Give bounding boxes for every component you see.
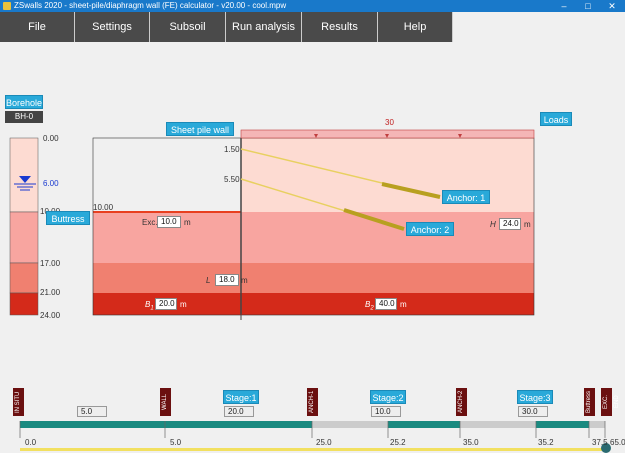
- water-depth-label: 6.00: [43, 179, 59, 188]
- B1-unit: m: [180, 300, 187, 309]
- timeline-tick: 25.2: [390, 438, 406, 447]
- borehole-layer-1: [9, 137, 39, 213]
- B2-unit: m: [400, 300, 407, 309]
- timeline-tag-buttress[interactable]: Buttress: [584, 388, 595, 416]
- borehole-layer-4: [9, 292, 39, 316]
- exc-label: Exc.: [142, 218, 158, 227]
- B2-label: B2: [365, 300, 374, 312]
- soil-right-layer-2: [241, 212, 534, 263]
- load-value: 30: [385, 118, 394, 127]
- loads-button[interactable]: Loads: [540, 112, 572, 126]
- anchor-1-button[interactable]: Anchor: 1: [442, 190, 490, 204]
- soil-right-layer-3: [241, 263, 534, 293]
- anchor-1[interactable]: [240, 148, 441, 199]
- surface-load[interactable]: [240, 129, 535, 139]
- model-canvas: [9, 129, 535, 320]
- stage-2-button[interactable]: Stage:2: [370, 390, 406, 404]
- menu-settings[interactable]: Settings: [75, 12, 150, 42]
- borehole-button[interactable]: Borehole: [5, 95, 43, 109]
- timeline-tick: 35.0: [463, 438, 479, 447]
- depth-label: 21.00: [40, 288, 61, 297]
- exc-unit: m: [184, 218, 191, 227]
- borehole-layer-3: [9, 262, 39, 294]
- water-level-icon: [14, 176, 36, 191]
- anchor-2-level: 5.50: [224, 175, 240, 184]
- menu-results[interactable]: Results: [302, 12, 378, 42]
- app-icon: [3, 2, 11, 10]
- stage-duration-input[interactable]: 5.0: [77, 406, 107, 417]
- timeline-tick: 0.0: [25, 438, 37, 447]
- soil-right-layer-1: [241, 138, 534, 212]
- left-ground-level: 10.00: [93, 203, 114, 212]
- timeline-tag-in-situ[interactable]: IN SITU: [13, 388, 24, 416]
- close-button[interactable]: ✕: [608, 1, 616, 11]
- L-input[interactable]: 18.0: [215, 274, 239, 286]
- anchor-1-level: 1.50: [224, 145, 240, 154]
- H-unit: m: [524, 220, 531, 229]
- timeline-tag-exc-end[interactable]: EXC. END: [601, 388, 620, 416]
- timeline-tag-wall[interactable]: WALL: [160, 388, 171, 416]
- stage-duration-input[interactable]: 10.0: [371, 406, 401, 417]
- minimize-button[interactable]: –: [561, 1, 567, 11]
- menu-bar: File Settings Subsoil Run analysis Resul…: [0, 12, 625, 42]
- menu-run-analysis[interactable]: Run analysis: [226, 12, 302, 42]
- menu-help[interactable]: Help: [378, 12, 453, 42]
- timeline-tick: 37.5: [592, 438, 608, 447]
- timeline-tick: 35.2: [538, 438, 554, 447]
- H-input[interactable]: 24.0: [499, 218, 521, 230]
- anchor-2[interactable]: [240, 178, 405, 231]
- stage-duration-input[interactable]: 20.0: [224, 406, 254, 417]
- buttress-button[interactable]: Buttress: [46, 211, 90, 225]
- B1-label: B1: [145, 300, 154, 312]
- L-label: L: [206, 276, 211, 285]
- L-unit: m: [241, 276, 248, 285]
- sheet-pile-wall-button[interactable]: Sheet pile wall: [166, 122, 234, 136]
- borehole-layer-2: [9, 211, 39, 264]
- timeline-tick: 5.0: [170, 438, 182, 447]
- depth-label: 17.00: [40, 259, 61, 268]
- timeline-track[interactable]: [0, 418, 625, 453]
- progress-line: [20, 448, 610, 451]
- B1-input[interactable]: 20.0: [155, 298, 177, 310]
- stage-1-button[interactable]: Stage:1: [223, 390, 259, 404]
- timeline-tag-anch-1[interactable]: ANCH-1: [307, 388, 318, 416]
- maximize-button[interactable]: □: [585, 1, 591, 11]
- anchor-2-button[interactable]: Anchor: 2: [406, 222, 454, 236]
- window-title: ZSwalls 2020 - sheet-pile/diaphragm wall…: [14, 1, 287, 10]
- exc-input[interactable]: 10.0: [157, 216, 181, 228]
- H-label: H: [490, 220, 496, 229]
- stage-duration-input[interactable]: 30.0: [518, 406, 548, 417]
- borehole-column[interactable]: [9, 137, 39, 316]
- timeline-end-handle: [601, 443, 611, 453]
- B2-input[interactable]: 40.0: [375, 298, 397, 310]
- timeline-tick: 65.0: [610, 438, 625, 447]
- timeline-tag-anch-2[interactable]: ANCH-2: [456, 388, 467, 416]
- menu-file[interactable]: File: [0, 12, 75, 42]
- borehole-id[interactable]: BH-0: [5, 111, 43, 123]
- depth-label: 24.00: [40, 311, 61, 320]
- stage-3-button[interactable]: Stage:3: [517, 390, 553, 404]
- timeline-tick: 25.0: [316, 438, 332, 447]
- menu-subsoil[interactable]: Subsoil: [150, 12, 226, 42]
- title-bar: ZSwalls 2020 - sheet-pile/diaphragm wall…: [0, 0, 625, 12]
- depth-label: 0.00: [43, 134, 59, 143]
